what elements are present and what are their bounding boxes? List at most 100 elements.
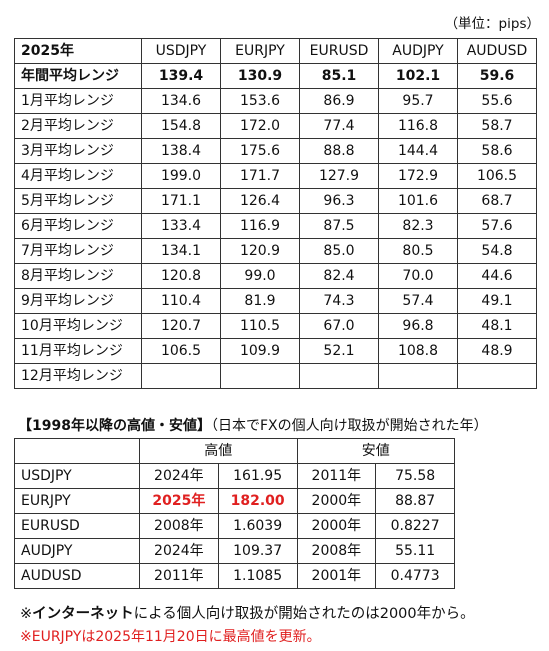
- high-low-section-title: 【1998年以降の高値・安値】（日本でFXの個人向け取扱が開始された年）: [18, 415, 488, 435]
- table-cell: 108.8: [378, 338, 458, 364]
- table-cell: 48.9: [457, 338, 537, 364]
- table-row: 11月平均レンジ 106.5 109.9 52.1 108.8 48.9: [14, 338, 537, 364]
- pair-label: EURUSD: [14, 513, 140, 539]
- high-year-cell: 2024年: [139, 463, 219, 489]
- table-row: 12月平均レンジ: [14, 363, 537, 389]
- table-row: 6月平均レンジ 133.4 116.9 87.5 82.3 57.6: [14, 213, 537, 239]
- table-cell: 102.1: [378, 63, 458, 89]
- table-row: USDJPY 2024年 161.95 2011年 75.58: [14, 463, 455, 489]
- table-cell: 171.1: [141, 188, 221, 214]
- row-label: 7月平均レンジ: [14, 238, 142, 264]
- high-year-cell: 2011年: [139, 563, 219, 589]
- table-cell: 127.9: [299, 163, 379, 189]
- table-cell: 134.6: [141, 88, 221, 114]
- table-cell: 80.5: [378, 238, 458, 264]
- high-value-cell: 182.00: [217, 488, 298, 514]
- low-year-cell: 2001年: [296, 563, 377, 589]
- row-label: 9月平均レンジ: [14, 288, 142, 314]
- low-header: 安値: [296, 438, 455, 464]
- table-row: AUDJPY 2024年 109.37 2008年 55.11: [14, 538, 455, 564]
- low-value-cell: 0.8227: [375, 513, 455, 539]
- pair-label: AUDJPY: [14, 538, 140, 564]
- low-year-cell: 2008年: [296, 538, 377, 564]
- table-cell: 96.3: [299, 188, 379, 214]
- table-cell: 130.9: [220, 63, 300, 89]
- col-header: EURJPY: [220, 38, 300, 64]
- note-eurjpy-record: ※EURJPYは2025年11月20日に最高値を更新。: [20, 629, 321, 645]
- table-cell: 82.4: [299, 263, 379, 289]
- row-label: 3月平均レンジ: [14, 138, 142, 164]
- empty-header: [14, 438, 140, 464]
- table-cell: 86.9: [299, 88, 379, 114]
- row-label: 1月平均レンジ: [14, 88, 142, 114]
- table-cell: 171.7: [220, 163, 300, 189]
- table-cell: 99.0: [220, 263, 300, 289]
- table-cell: 120.8: [141, 263, 221, 289]
- table-cell: 74.3: [299, 288, 379, 314]
- table-cell: 52.1: [299, 338, 379, 364]
- table-cell: 88.8: [299, 138, 379, 164]
- table-row: 2月平均レンジ 154.8 172.0 77.4 116.8 58.7: [14, 113, 537, 139]
- col-header: USDJPY: [141, 38, 221, 64]
- table-cell: 58.7: [457, 113, 537, 139]
- row-label: 10月平均レンジ: [14, 313, 142, 339]
- unit-label: （単位：pips）: [444, 16, 540, 32]
- high-value-cell: 161.95: [217, 463, 298, 489]
- low-value-cell: 88.87: [375, 488, 455, 514]
- table-cell: 70.0: [378, 263, 458, 289]
- table-row: 9月平均レンジ 110.4 81.9 74.3 57.4 49.1: [14, 288, 537, 314]
- table-cell: 54.8: [457, 238, 537, 264]
- table-row: 3月平均レンジ 138.4 175.6 88.8 144.4 58.6: [14, 138, 537, 164]
- table-cell: 126.4: [220, 188, 300, 214]
- note-rest: による個人向け取扱が開始されたのは2000年から。: [133, 606, 475, 622]
- section-title: 【1998年以降の高値・安値】: [18, 418, 211, 434]
- low-year-cell: 2000年: [296, 513, 377, 539]
- table-cell: 67.0: [299, 313, 379, 339]
- section-subtitle: （日本でFXの個人向け取扱が開始された年）: [210, 418, 488, 434]
- table-row: 5月平均レンジ 171.1 126.4 96.3 101.6 68.7: [14, 188, 537, 214]
- table-cell: 68.7: [457, 188, 537, 214]
- table-cell: 172.0: [220, 113, 300, 139]
- table-cell: 175.6: [220, 138, 300, 164]
- table-cell: 55.6: [457, 88, 537, 114]
- table-cell: 59.6: [457, 63, 537, 89]
- col-header: AUDUSD: [457, 38, 537, 64]
- note-bold: インターネット: [32, 606, 134, 622]
- table-cell: 77.4: [299, 113, 379, 139]
- table-cell: 110.4: [141, 288, 221, 314]
- col-header: EURUSD: [299, 38, 379, 64]
- table-cell: [141, 363, 221, 389]
- table-row: AUDUSD 2011年 1.1085 2001年 0.4773: [14, 563, 455, 589]
- high-header: 高値: [139, 438, 298, 464]
- table-row: EURUSD 2008年 1.6039 2000年 0.8227: [14, 513, 455, 539]
- table-row: 1月平均レンジ 134.6 153.6 86.9 95.7 55.6: [14, 88, 537, 114]
- table-header-row: 高値 安値: [14, 438, 455, 464]
- table-cell: 110.5: [220, 313, 300, 339]
- annual-average-row: 年間平均レンジ 139.4 130.9 85.1 102.1 59.6: [14, 63, 537, 89]
- table-cell: [220, 363, 300, 389]
- table-cell: 44.6: [457, 263, 537, 289]
- table-row: 4月平均レンジ 199.0 171.7 127.9 172.9 106.5: [14, 163, 537, 189]
- low-value-cell: 75.58: [375, 463, 455, 489]
- high-year-cell: 2024年: [139, 538, 219, 564]
- low-year-cell: 2000年: [296, 488, 377, 514]
- pair-label: EURJPY: [14, 488, 140, 514]
- table-row: 7月平均レンジ 134.1 120.9 85.0 80.5 54.8: [14, 238, 537, 264]
- high-year-cell: 2008年: [139, 513, 219, 539]
- table-cell: 106.5: [141, 338, 221, 364]
- high-low-table: 高値 安値 USDJPY 2024年 161.95 2011年 75.58 EURJPY 2…: [14, 438, 455, 589]
- table-cell: 82.3: [378, 213, 458, 239]
- table-cell: 199.0: [141, 163, 221, 189]
- pair-label: AUDUSD: [14, 563, 140, 589]
- table-row: 8月平均レンジ 120.8 99.0 82.4 70.0 44.6: [14, 263, 537, 289]
- year-header: 2025年: [14, 38, 142, 64]
- high-value-cell: 109.37: [217, 538, 298, 564]
- table-cell: 172.9: [378, 163, 458, 189]
- table-cell: 120.9: [220, 238, 300, 264]
- row-label: 11月平均レンジ: [14, 338, 142, 364]
- table-cell: 154.8: [141, 113, 221, 139]
- table-cell: 87.5: [299, 213, 379, 239]
- note-prefix: ※: [20, 606, 33, 622]
- table-cell: 49.1: [457, 288, 537, 314]
- low-value-cell: 55.11: [375, 538, 455, 564]
